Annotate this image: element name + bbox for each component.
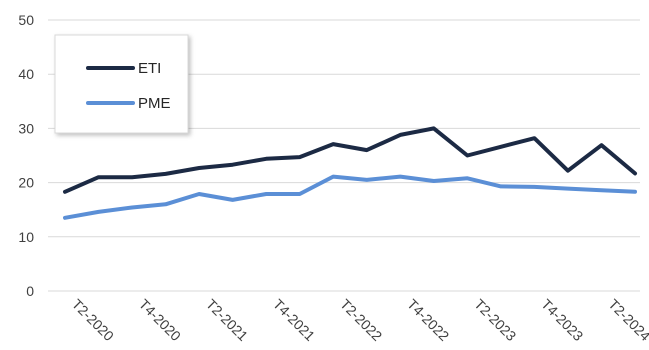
x-tick-label: T2-2023	[471, 296, 519, 344]
y-axis: 0 10 20 30 40 50	[18, 12, 34, 299]
x-tick-label: T2-2022	[337, 296, 385, 344]
x-tick-label: T2-2024	[605, 296, 649, 344]
y-tick-label: 20	[18, 175, 34, 191]
series-line-eti	[63, 126, 637, 194]
x-tick-label: T4-2020	[136, 296, 184, 344]
x-tick-label: T4-2023	[538, 296, 586, 344]
legend-label-pme: PME	[138, 95, 171, 112]
legend-box	[54, 34, 189, 134]
legend: ETI PME	[54, 34, 189, 134]
y-tick-label: 30	[18, 120, 34, 136]
y-tick-label: 10	[18, 229, 34, 245]
y-tick-label: 0	[26, 283, 34, 299]
x-tick-label: T2-2020	[69, 296, 117, 344]
series-lines	[63, 126, 637, 220]
series-line-pme	[63, 174, 637, 220]
x-axis: T2-2020 T4-2020 T2-2021 T4-2021 T2-2022 T4-20…	[69, 296, 649, 344]
x-tick-label: T2-2021	[203, 296, 251, 344]
x-tick-label: T4-2022	[404, 296, 452, 344]
y-tick-label: 50	[18, 12, 34, 28]
x-tick-label: T4-2021	[270, 296, 318, 344]
y-tick-label: 40	[18, 66, 34, 82]
legend-label-eti: ETI	[138, 60, 161, 77]
